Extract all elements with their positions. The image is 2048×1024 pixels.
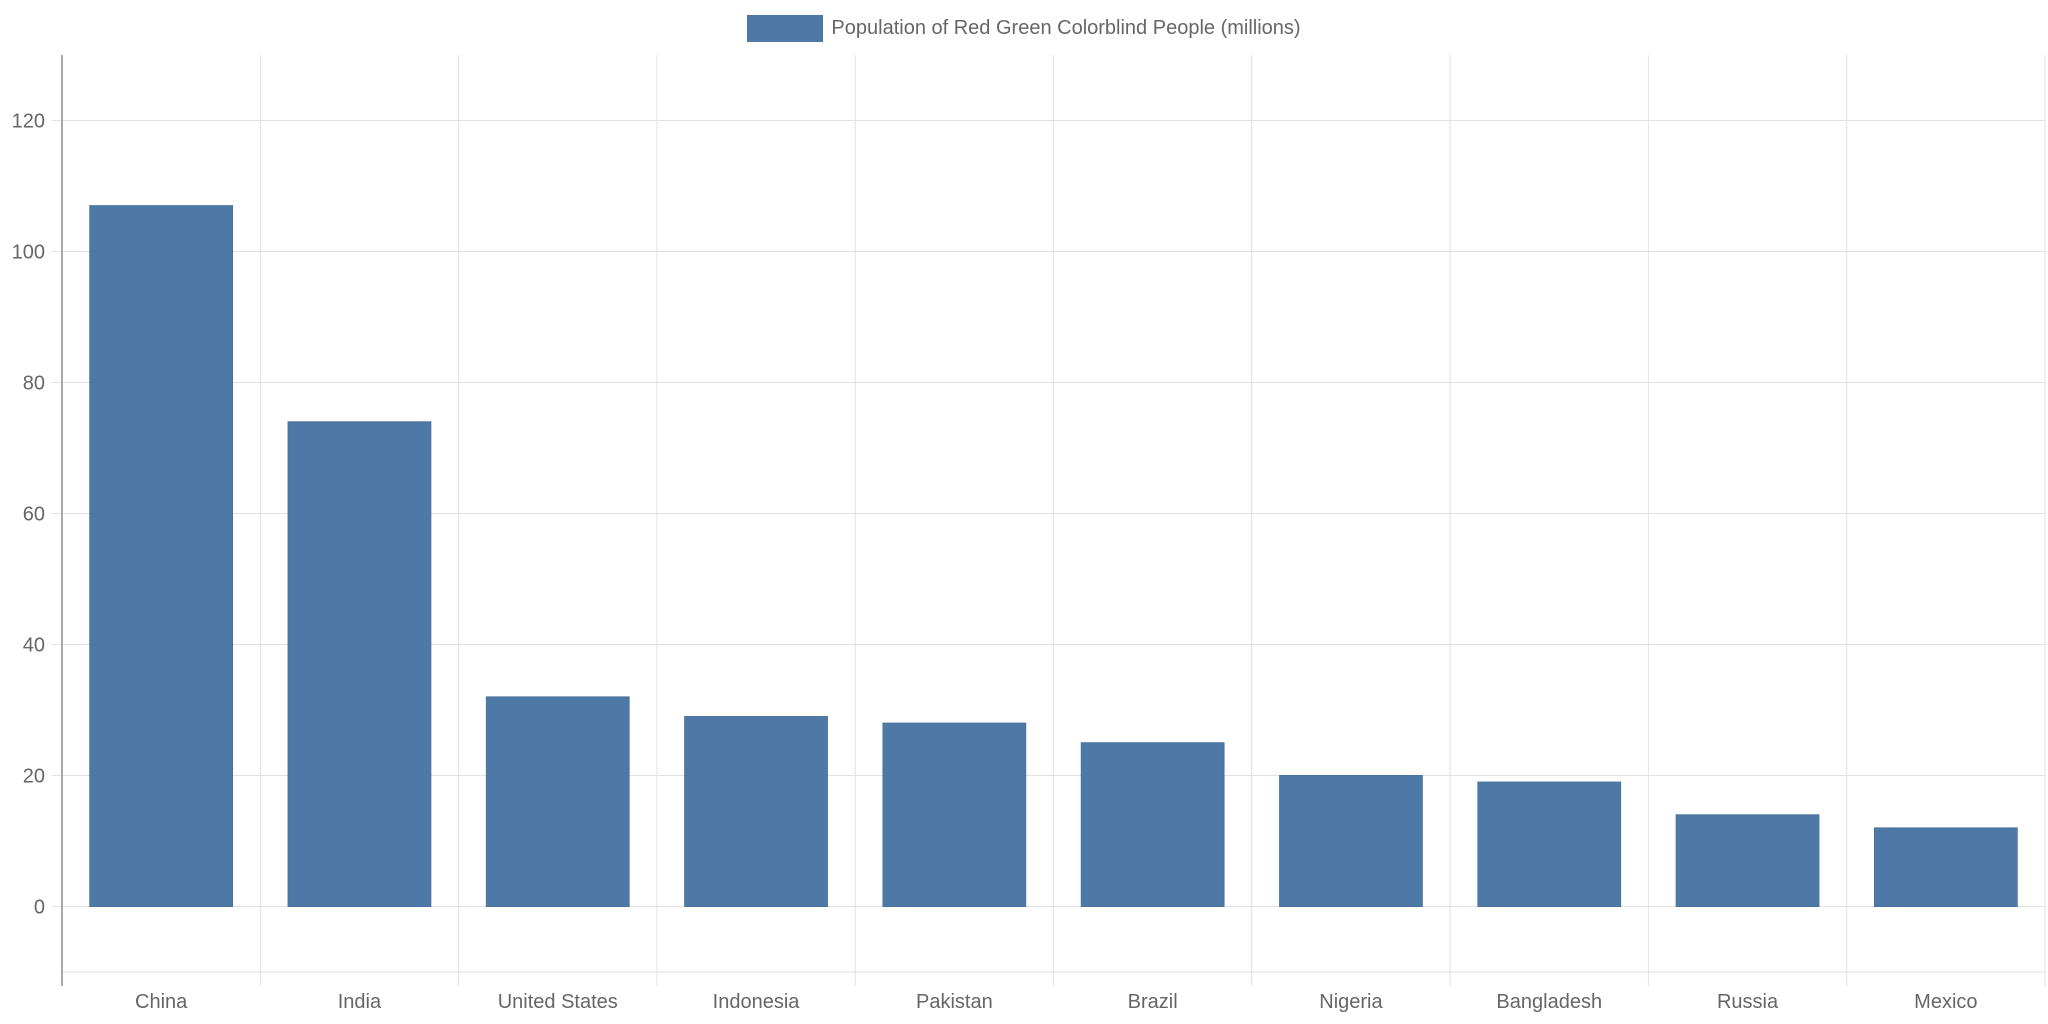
bar-russia[interactable]: [1675, 814, 1820, 907]
x-tick-label: China: [135, 991, 188, 1013]
legend-swatch[interactable]: [747, 14, 824, 42]
x-tick-label: Mexico: [1914, 991, 1977, 1013]
y-tick-label: 20: [23, 766, 45, 788]
x-tick-label: Indonesia: [713, 991, 801, 1013]
tick-labels: 0 20 40 60 80 100 120 China India United States In…: [12, 111, 1978, 1014]
bars: [89, 205, 2018, 908]
grid: [52, 55, 2046, 986]
x-tick-label: Nigeria: [1319, 991, 1383, 1013]
bar-china[interactable]: [89, 205, 234, 907]
bar-nigeria[interactable]: [1279, 775, 1423, 907]
y-tick-label: 0: [34, 897, 45, 919]
bar-indonesia[interactable]: [684, 716, 828, 907]
bar-pakistan[interactable]: [882, 722, 1027, 907]
bar-brazil[interactable]: [1080, 742, 1225, 907]
x-tick-label: India: [338, 991, 382, 1013]
x-tick-label: Pakistan: [916, 991, 993, 1013]
x-tick-label: United States: [498, 991, 618, 1013]
legend-label: Population of Red Green Colorblind Peopl…: [831, 16, 1301, 39]
y-tick-label: 120: [12, 111, 45, 133]
legend: Population of Red Green Colorblind Peopl…: [0, 13, 2048, 43]
y-tick-label: 100: [12, 242, 45, 264]
x-tick-label: Brazil: [1128, 991, 1178, 1013]
bar-mexico[interactable]: [1873, 827, 2018, 908]
x-tick-label: Russia: [1717, 991, 1779, 1013]
bar-united-states[interactable]: [485, 696, 630, 908]
bar-bangladesh[interactable]: [1477, 781, 1622, 907]
y-tick-label: 60: [23, 504, 45, 526]
y-tick-label: 80: [23, 373, 45, 395]
x-tick-label: Bangladesh: [1496, 991, 1602, 1013]
y-tick-label: 40: [23, 635, 45, 657]
bar-india[interactable]: [287, 421, 432, 907]
